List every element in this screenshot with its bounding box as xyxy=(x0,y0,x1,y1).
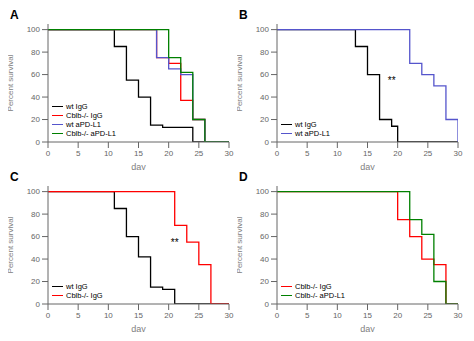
svg-text:20: 20 xyxy=(164,311,173,320)
svg-text:20: 20 xyxy=(164,149,173,158)
svg-text:60: 60 xyxy=(260,70,269,79)
svg-text:20: 20 xyxy=(393,311,402,320)
svg-text:80: 80 xyxy=(260,48,269,57)
html-text:wt aPD-L1: wt aPD-L1 xyxy=(66,120,101,129)
svg-text:80: 80 xyxy=(31,210,40,219)
svg-text:25: 25 xyxy=(423,149,432,158)
html-text:C: C xyxy=(10,170,19,184)
svg-text:100: 100 xyxy=(256,25,270,34)
svg-text:day: day xyxy=(131,324,146,332)
svg-text:10: 10 xyxy=(333,311,342,320)
svg-text:10: 10 xyxy=(104,311,113,320)
svg-text:0: 0 xyxy=(36,300,41,309)
svg-text:Percent survival: Percent survival xyxy=(237,54,244,111)
html-text:wt aPD-L1: wt aPD-L1 xyxy=(295,129,330,138)
svg-text:40: 40 xyxy=(31,255,40,264)
svg-text:5: 5 xyxy=(76,311,81,320)
svg-text:0: 0 xyxy=(275,149,280,158)
svg-text:day: day xyxy=(360,162,375,170)
svg-text:20: 20 xyxy=(31,115,40,124)
svg-text:20: 20 xyxy=(31,277,40,286)
svg-text:60: 60 xyxy=(31,70,40,79)
html-text:wt IgG: wt IgG xyxy=(66,282,88,291)
svg-text:Percent survival: Percent survival xyxy=(8,216,15,273)
svg-text:60: 60 xyxy=(31,232,40,241)
html-text:Cblb-/- IgG: Cblb-/- IgG xyxy=(66,111,103,120)
svg-text:5: 5 xyxy=(76,149,81,158)
html-text:Cblb-/- IgG: Cblb-/- IgG xyxy=(295,282,332,291)
svg-text:0: 0 xyxy=(46,149,51,158)
svg-text:30: 30 xyxy=(454,149,463,158)
svg-text:40: 40 xyxy=(31,93,40,102)
html-text:wt IgG: wt IgG xyxy=(66,102,88,111)
svg-text:25: 25 xyxy=(423,311,432,320)
svg-text:30: 30 xyxy=(454,311,463,320)
svg-text:100: 100 xyxy=(27,187,41,196)
svg-text:day: day xyxy=(131,162,146,170)
svg-text:30: 30 xyxy=(225,311,234,320)
svg-text:0: 0 xyxy=(36,138,41,147)
svg-text:80: 80 xyxy=(260,210,269,219)
html-text:Cblb-/- aPD-L1: Cblb-/- aPD-L1 xyxy=(295,291,345,300)
svg-text:5: 5 xyxy=(305,149,310,158)
svg-text:**: ** xyxy=(171,237,179,248)
svg-text:Percent survival: Percent survival xyxy=(237,216,244,273)
svg-text:0: 0 xyxy=(46,311,51,320)
svg-text:15: 15 xyxy=(363,311,372,320)
svg-text:20: 20 xyxy=(260,277,269,286)
svg-text:10: 10 xyxy=(333,149,342,158)
svg-text:**: ** xyxy=(388,75,396,86)
html-text:wt IgG: wt IgG xyxy=(295,120,317,129)
svg-text:0: 0 xyxy=(265,138,270,147)
svg-text:15: 15 xyxy=(134,149,143,158)
html-text:A: A xyxy=(10,8,19,22)
svg-text:10: 10 xyxy=(104,149,113,158)
svg-text:0: 0 xyxy=(275,311,280,320)
svg-text:100: 100 xyxy=(256,187,270,196)
html-text:Cblb-/- aPD-L1: Cblb-/- aPD-L1 xyxy=(66,129,116,138)
svg-text:0: 0 xyxy=(265,300,270,309)
svg-text:20: 20 xyxy=(393,149,402,158)
svg-text:60: 60 xyxy=(260,232,269,241)
svg-text:40: 40 xyxy=(260,93,269,102)
svg-text:25: 25 xyxy=(194,149,203,158)
html-text:B: B xyxy=(239,8,248,22)
svg-text:100: 100 xyxy=(27,25,41,34)
html-text:D: D xyxy=(239,170,248,184)
svg-text:Percent survival: Percent survival xyxy=(8,54,15,111)
svg-text:80: 80 xyxy=(31,48,40,57)
svg-text:5: 5 xyxy=(305,311,310,320)
svg-text:40: 40 xyxy=(260,255,269,264)
svg-text:20: 20 xyxy=(260,115,269,124)
html-text:Cblb-/- IgG: Cblb-/- IgG xyxy=(66,291,103,300)
svg-text:25: 25 xyxy=(194,311,203,320)
svg-text:15: 15 xyxy=(363,149,372,158)
svg-text:day: day xyxy=(360,324,375,332)
svg-text:15: 15 xyxy=(134,311,143,320)
svg-text:30: 30 xyxy=(225,149,234,158)
